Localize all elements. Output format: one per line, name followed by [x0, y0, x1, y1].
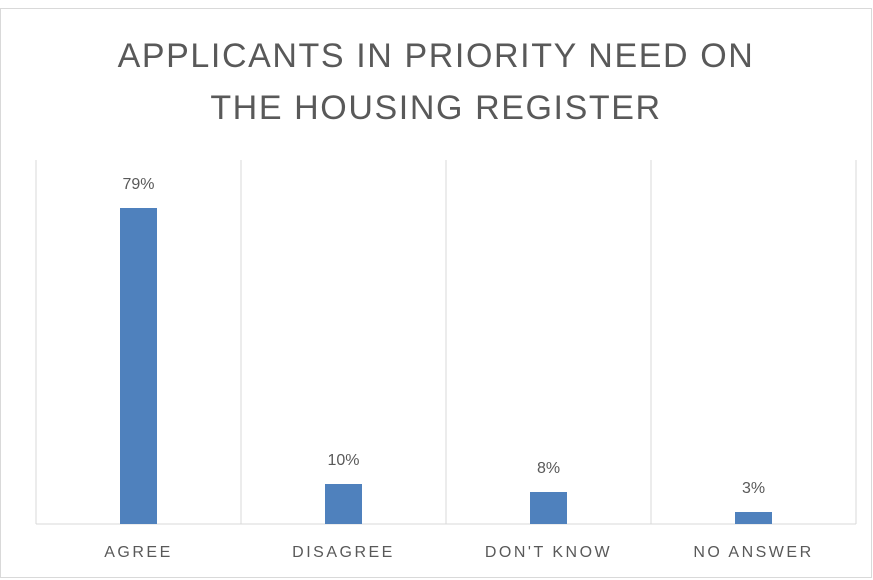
- chart-title: APPLICANTS IN PRIORITY NEED ON THE HOUSI…: [117, 37, 755, 127]
- bar: [530, 492, 567, 524]
- chart-border: [0, 8, 872, 578]
- data-label: 79%: [122, 176, 154, 193]
- x-tick-label: DON'T KNOW: [485, 544, 612, 561]
- data-label: 10%: [327, 452, 359, 469]
- bar: [325, 484, 362, 524]
- x-tick-label: NO ANSWER: [693, 544, 813, 561]
- data-label: 3%: [742, 480, 765, 497]
- bar: [120, 208, 157, 524]
- x-tick-label: AGREE: [104, 544, 173, 561]
- data-label: 8%: [537, 460, 560, 477]
- bar: [735, 512, 772, 524]
- x-tick-label: DISAGREE: [292, 544, 395, 561]
